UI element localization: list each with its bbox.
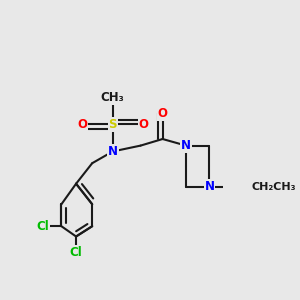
Text: N: N xyxy=(181,139,191,152)
Text: CH₃: CH₃ xyxy=(101,91,124,104)
Text: CH₂CH₃: CH₂CH₃ xyxy=(252,182,296,192)
Text: O: O xyxy=(77,118,87,131)
Text: Cl: Cl xyxy=(70,246,83,259)
Text: O: O xyxy=(158,107,168,120)
Text: O: O xyxy=(139,118,148,131)
Text: Cl: Cl xyxy=(37,220,50,233)
Text: S: S xyxy=(109,118,117,131)
Text: N: N xyxy=(205,180,214,193)
Text: N: N xyxy=(108,145,118,158)
